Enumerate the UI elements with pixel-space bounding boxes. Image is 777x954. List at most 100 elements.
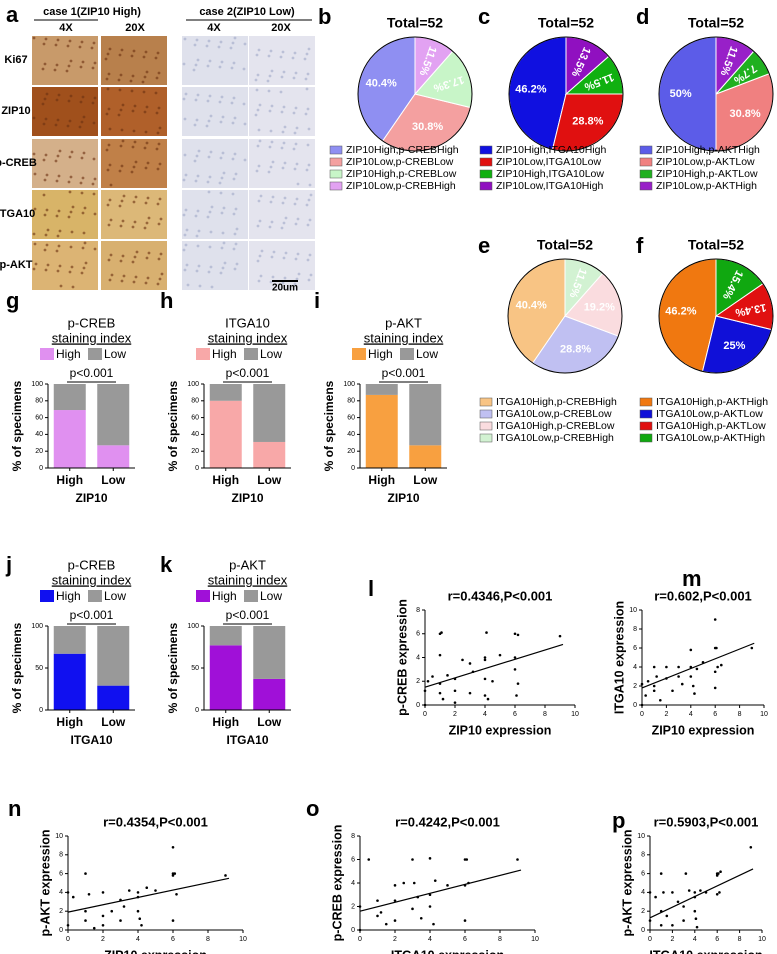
tissue-speck	[232, 247, 236, 251]
tissue-speck	[309, 193, 313, 197]
y-tick-label: 40	[35, 431, 43, 438]
legend-label: ZIP10High,p-CREBLow	[346, 168, 457, 180]
tissue-speck	[219, 120, 223, 124]
tissue-speck	[197, 264, 201, 268]
tissue-speck	[282, 70, 286, 74]
tissue-speck	[258, 139, 262, 143]
tissue-speck	[90, 46, 94, 50]
slice-label: 28.8%	[560, 344, 591, 356]
x-tick-label: Low	[101, 473, 126, 487]
tissue-speck	[296, 252, 300, 256]
scatter-point	[376, 914, 379, 918]
tissue-speck	[195, 234, 199, 238]
tissue-speck	[222, 206, 226, 210]
scatter-point	[699, 889, 702, 892]
tissue-speck	[118, 88, 122, 92]
x-tick-label: 8	[738, 936, 742, 943]
x-tick-label: 2	[664, 711, 668, 718]
tissue-speck	[257, 199, 261, 203]
tissue-speck	[270, 140, 274, 144]
legend-swatch	[479, 421, 493, 431]
legend-swatch	[479, 433, 493, 443]
tissue-speck	[158, 126, 162, 130]
scatter-point	[750, 646, 754, 650]
scatter-point	[652, 689, 656, 693]
tissue-speck	[133, 104, 137, 108]
tissue-speck	[183, 233, 187, 237]
panel-letter: d	[636, 4, 649, 29]
scatter-point	[715, 646, 718, 650]
y-axis-label: % of specimens	[322, 380, 336, 471]
x-tick-label: 6	[463, 936, 467, 943]
x-axis-label: ZIP10	[75, 491, 107, 505]
legend-swatch	[639, 433, 653, 443]
chart-subtitle: staining index	[208, 572, 288, 587]
annotation: p<0.001	[226, 366, 270, 380]
tissue-speck	[229, 46, 233, 50]
tissue-speck	[65, 69, 69, 73]
tissue-image	[182, 87, 248, 136]
tissue-speck	[144, 281, 148, 285]
tissue-speck	[309, 273, 313, 277]
tissue-speck	[58, 229, 62, 233]
scatter-point	[718, 891, 721, 894]
tissue-speck	[292, 76, 296, 80]
scatter-point	[171, 919, 175, 922]
tissue-speck	[291, 56, 295, 60]
tissue-speck	[207, 155, 211, 159]
tissue-images	[32, 36, 315, 290]
tissue-speck	[43, 213, 47, 217]
tissue-speck	[119, 108, 123, 112]
y-tick-label: 0	[39, 465, 43, 472]
scatter-point	[393, 899, 397, 902]
tissue-speck	[307, 163, 311, 167]
bar-segment	[253, 626, 286, 679]
legend-label: ZIP10Low,p-CREBHigh	[346, 180, 456, 192]
scatter-point	[426, 679, 430, 683]
tissue-speck	[232, 177, 236, 181]
tissue-speck	[59, 284, 63, 288]
chart-title: r=0.602,P<0.001	[654, 588, 752, 603]
tissue-speck	[56, 118, 60, 122]
panel-letter: n	[8, 796, 21, 821]
panel-letter: g	[6, 288, 19, 313]
scatter-point	[684, 872, 688, 875]
tissue-speck	[208, 210, 212, 214]
tissue-speck	[220, 60, 224, 64]
scatter-point	[358, 905, 362, 908]
tissue-speck	[293, 131, 297, 135]
pie-outline	[357, 36, 473, 152]
x-tick-label: 2	[101, 936, 105, 943]
scatter-point	[719, 870, 722, 874]
tissue-speck	[186, 283, 190, 287]
scatter-point	[652, 684, 656, 688]
tissue-speck	[210, 205, 214, 209]
tissue-speck	[196, 209, 200, 213]
tissue-speck	[55, 214, 59, 218]
tissue-speck	[258, 219, 262, 223]
tissue-speck	[109, 183, 113, 187]
panel-letter: b	[318, 4, 331, 29]
chart-subtitle: staining index	[52, 572, 132, 587]
legend-label: ITGA10High,p-AKTHigh	[656, 396, 768, 408]
tissue-speck	[81, 211, 85, 215]
legend-swatch	[479, 181, 493, 191]
row-label: Ki67	[4, 54, 27, 66]
scatter-point	[640, 682, 644, 686]
bar-segment	[209, 645, 242, 710]
tissue-speck	[184, 173, 188, 177]
bar-segment	[209, 400, 242, 468]
tissue-speck	[80, 40, 84, 44]
scatter-point	[463, 919, 467, 922]
slice-label: 28.8%	[572, 116, 603, 128]
scatter-point	[682, 919, 685, 922]
panel-letter: p	[612, 808, 625, 833]
tissue-speck	[108, 278, 112, 282]
panel-letter: a	[6, 2, 19, 27]
tissue-speck	[82, 231, 86, 235]
tissue-speck	[42, 122, 46, 126]
tissue-speck	[67, 64, 71, 68]
tissue-speck	[134, 160, 138, 164]
magnification: 4X	[207, 22, 221, 34]
tissue-speck	[143, 110, 147, 114]
